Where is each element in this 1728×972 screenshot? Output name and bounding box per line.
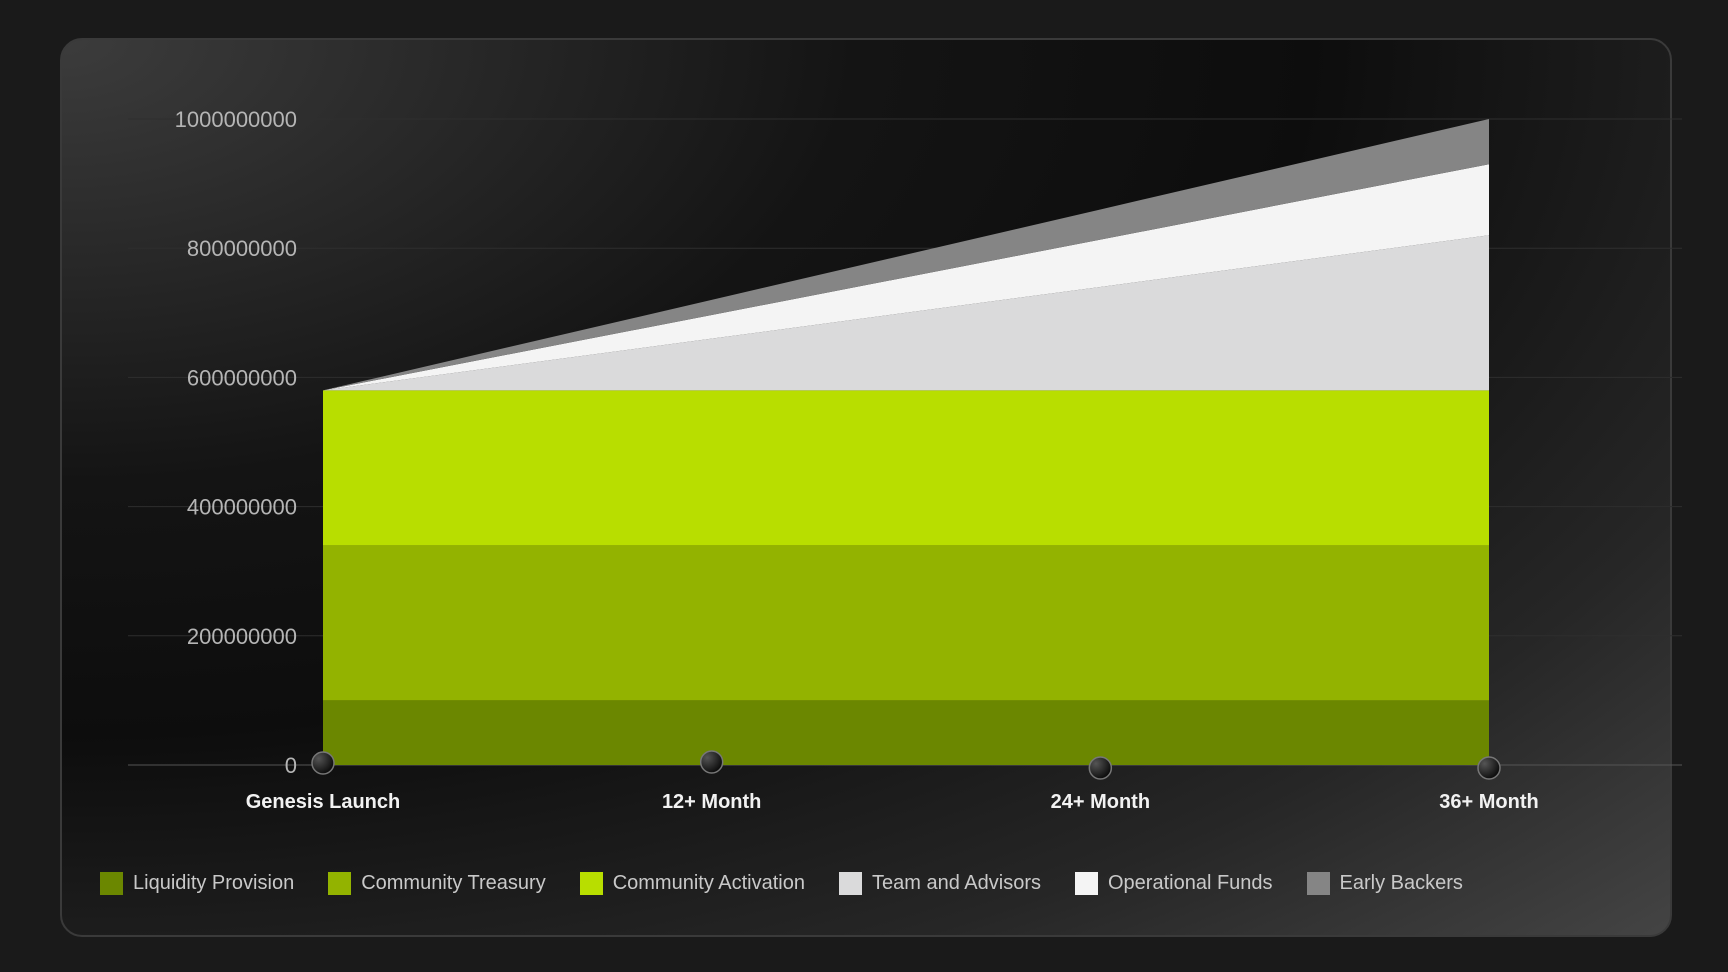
legend-item[interactable]: Team and Advisors (839, 872, 1041, 895)
y-tick-label: 1000000000 (175, 107, 297, 132)
legend-label: Team and Advisors (872, 872, 1041, 894)
x-tick-label: 36+ Month (1439, 791, 1538, 813)
x-axis-marker (1477, 756, 1501, 780)
y-tick-label: 600000000 (187, 365, 297, 390)
legend-item[interactable]: Liquidity Provision (100, 872, 294, 895)
y-tick-label: 800000000 (187, 236, 297, 261)
x-tick-label: Genesis Launch (246, 791, 401, 813)
y-tick-label: 400000000 (187, 495, 297, 520)
legend-label: Liquidity Provision (133, 872, 295, 894)
legend-label: Community Activation (612, 872, 805, 894)
legend-swatch (579, 872, 603, 895)
legend-label: Community Treasury (361, 872, 546, 894)
x-axis-marker (1088, 756, 1113, 780)
y-tick-label: 0 (285, 753, 297, 778)
legend-swatch (100, 872, 123, 895)
area-liquidity-provision (323, 700, 1489, 765)
legend-label: Early Backers (1339, 872, 1463, 894)
area-community-treasury (323, 545, 1489, 701)
legend-item[interactable]: Community Treasury (328, 872, 546, 895)
x-tick-label: 24+ Month (1051, 791, 1150, 813)
legend-swatch (1074, 872, 1098, 895)
area-early-backers (323, 119, 1489, 391)
legend-item[interactable]: Early Backers (1306, 872, 1463, 895)
x-axis-marker (699, 750, 724, 774)
legend: Liquidity Provision Community Treasury Com… (100, 872, 1497, 895)
legend-swatch (839, 872, 862, 895)
x-axis-marker (311, 751, 335, 775)
legend-item[interactable]: Community Activation (579, 872, 805, 895)
legend-item[interactable]: Operational Funds (1074, 872, 1273, 895)
legend-swatch (1306, 872, 1330, 895)
area-community-activation (323, 390, 1489, 546)
legend-swatch (328, 872, 352, 895)
legend-label: Operational Funds (1107, 872, 1273, 894)
area-team-and-advisors (323, 235, 1489, 391)
y-tick-label: 200000000 (187, 624, 297, 649)
x-tick-label: 12+ Month (662, 791, 761, 813)
area-operational-funds (323, 164, 1489, 391)
